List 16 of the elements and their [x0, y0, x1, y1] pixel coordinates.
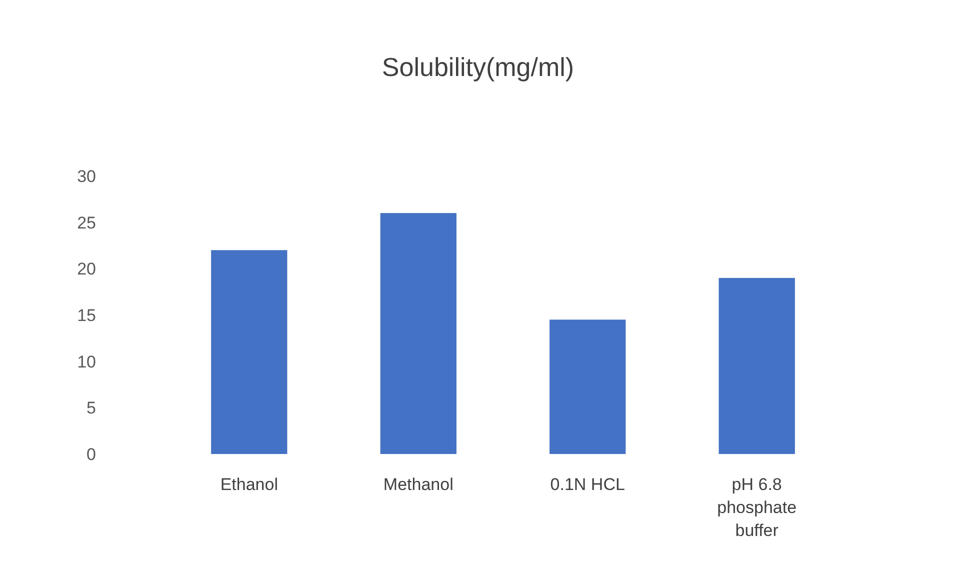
x-tick-label: Methanol [383, 475, 454, 494]
bar [211, 250, 288, 454]
y-tick-label: 0 [86, 444, 96, 464]
y-tick-label: 10 [77, 352, 96, 372]
x-tick-label: 0.1N HCL [550, 475, 625, 494]
x-tick-label: Ethanol [220, 475, 278, 494]
y-tick-label: 25 [77, 213, 96, 232]
y-tick-label: 20 [77, 260, 96, 279]
bar [550, 320, 626, 454]
bar [718, 278, 795, 454]
y-tick-label: 5 [86, 398, 96, 418]
x-tick-label: pH 6.8 phosphate buffer [717, 475, 797, 540]
y-tick-label: 30 [77, 166, 96, 186]
bar [380, 213, 456, 454]
y-tick-label: 15 [77, 306, 96, 325]
chart-title: Solubility(mg/ml) [382, 52, 574, 82]
